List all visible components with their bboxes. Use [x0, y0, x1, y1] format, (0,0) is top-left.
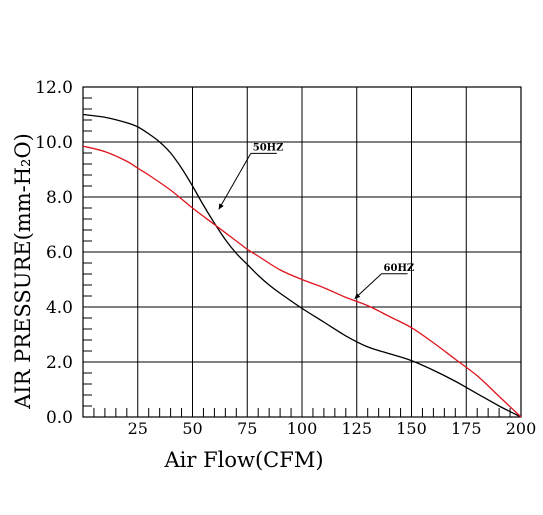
annotations: 50HZ 60HZ — [218, 142, 415, 300]
x-tick-label: 175 — [451, 419, 482, 438]
x-tick-label: 150 — [396, 419, 427, 438]
x-tick-label: 125 — [341, 419, 372, 438]
x-tick-label: 75 — [237, 419, 257, 438]
x-tick-label: 50 — [182, 419, 202, 438]
y-axis-title: AIR PRESSURE(mm-H₂O) — [11, 133, 35, 410]
x-tick-label: 25 — [128, 419, 148, 438]
grid — [83, 87, 521, 417]
y-tick-label: 2.0 — [46, 353, 73, 373]
series-layer — [82, 113, 522, 418]
y-tick-label: 4.0 — [46, 298, 73, 318]
x-tick-label: 100 — [287, 419, 318, 438]
minor-ticks — [83, 97, 511, 417]
annotation-arrowhead — [218, 203, 224, 210]
y-tick-label: 8.0 — [46, 188, 73, 208]
y-tick-label: 0.0 — [46, 408, 73, 428]
annotation-leader — [218, 153, 252, 210]
plot-frame — [82, 86, 522, 418]
x-axis-title: Air Flow(CFM) — [163, 448, 323, 472]
y-tick-label: 12.0 — [35, 78, 73, 98]
x-tick-labels: 25 50 75 100 125 150 175 200 — [128, 419, 537, 438]
annotation-arrowhead — [354, 293, 361, 299]
y-tick-labels: 0.0 2.0 4.0 6.0 8.0 10.0 12.0 — [35, 78, 73, 428]
annotation-leader — [354, 273, 382, 300]
series-line-60hz — [82, 145, 522, 418]
series-line-50hz — [82, 113, 522, 418]
y-tick-label: 6.0 — [46, 243, 73, 263]
y-tick-label: 10.0 — [35, 133, 73, 153]
x-tick-label: 200 — [506, 419, 537, 438]
annotation-label-50hz: 50HZ — [253, 142, 284, 153]
annotation-label-60hz: 60HZ — [384, 263, 415, 274]
